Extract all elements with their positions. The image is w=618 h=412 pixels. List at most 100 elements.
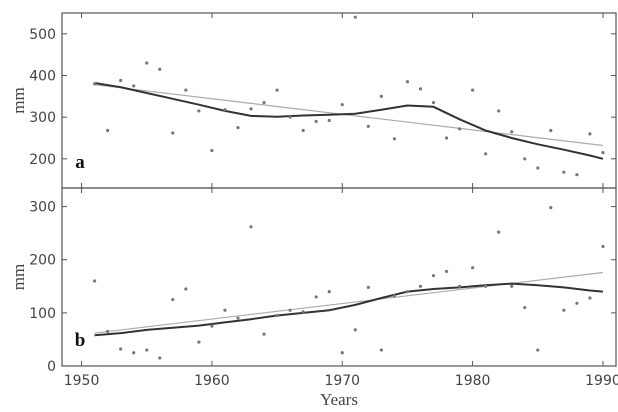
y-tick-label: 500 [29,27,56,43]
data-point [601,150,605,155]
data-point [484,152,488,156]
data-point [536,166,540,170]
data-point [275,88,279,92]
data-point [497,109,501,113]
data-point [340,103,344,107]
data-point [327,118,331,123]
x-tick-label: 1970 [324,373,360,389]
data-point [210,324,214,328]
data-point [314,119,318,123]
data-point [288,308,292,312]
data-point [523,305,527,310]
data-point [184,287,188,291]
data-point [353,328,357,332]
data-point [301,128,305,133]
data-point [145,348,149,352]
data-point [392,294,396,298]
trend-line [94,271,604,334]
data-point [549,206,553,210]
data-point [132,351,136,355]
data-point [575,301,579,305]
panel-label: b [75,330,86,351]
data-point [457,284,462,288]
y-tick-label: 400 [29,69,56,85]
trend-line [94,84,604,147]
data-point [562,170,566,174]
data-point [497,230,501,234]
data-point [132,84,136,88]
data-point [171,297,175,302]
data-point [588,296,592,300]
y-axis-title: mm [9,87,28,113]
data-point [106,128,110,133]
data-point [562,308,566,312]
data-point [353,15,357,19]
data-point [197,340,201,344]
data-point [340,351,344,355]
data-point [327,290,331,294]
data-point [510,130,514,134]
data-point [444,136,449,140]
data-point [471,266,475,270]
data-point [249,225,253,229]
data-point [366,285,370,289]
data-point [288,115,292,119]
data-point [444,269,449,274]
y-tick-label: 100 [29,306,56,322]
data-point [457,127,462,131]
x-tick-label: 1980 [455,373,491,389]
data-point [92,82,97,86]
data-point [379,94,383,98]
data-point [549,128,553,133]
data-point [275,313,279,318]
data-point [523,157,527,161]
data-point [236,125,240,130]
plot-frame [61,187,617,367]
x-tick-label: 1950 [64,373,100,389]
data-point [418,284,423,288]
data-point [405,290,410,294]
data-point [92,279,97,283]
data-point [601,244,605,249]
data-point [536,348,540,352]
data-point [301,310,305,314]
y-tick-label: 200 [29,253,56,269]
y-tick-label: 300 [29,110,56,126]
data-point [184,88,188,92]
data-point [484,284,488,288]
x-tick-label: 1990 [585,373,618,389]
x-axis: 1950 1960 1970 1980 1990 [64,373,618,389]
data-point [379,348,383,352]
x-axis-title: Years [320,390,358,409]
data-point [575,173,579,177]
data-point [249,107,253,111]
data-point [431,100,436,105]
plot-frame [61,12,617,189]
data-point [405,80,410,84]
data-point [262,332,266,336]
data-point [588,132,592,136]
panel-b: 0 100 200 300 mm b [9,187,617,375]
data-point [210,148,214,153]
data-point [158,67,162,71]
y-tick-label: 200 [29,152,56,168]
data-point [262,100,266,105]
data-point [418,87,423,91]
data-point [119,78,123,83]
panel-label: a [75,152,85,173]
data-point [119,347,123,351]
data-point [145,61,149,65]
data-point [366,124,370,128]
data-point [223,308,227,312]
smoothed-curve [94,282,604,337]
x-tick-label: 1960 [194,373,230,389]
y-axis-title: mm [9,264,28,290]
data-point [471,88,475,92]
data-point [158,356,162,360]
data-point [431,274,436,278]
data-point [392,137,396,141]
data-point [236,316,240,320]
data-point [510,284,514,288]
data-point [171,131,175,135]
